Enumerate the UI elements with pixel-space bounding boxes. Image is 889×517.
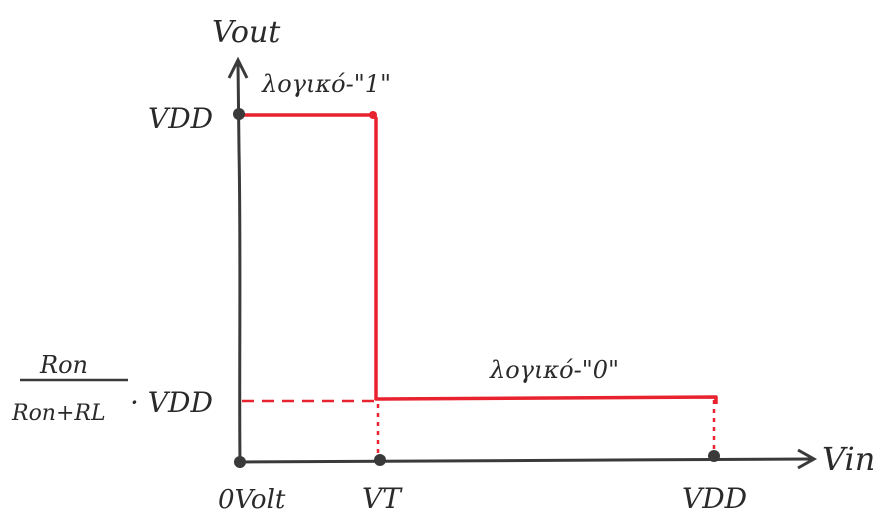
supply-tick-label: VDD <box>682 482 747 515</box>
y-axis-arrowhead <box>227 56 249 79</box>
low-level-label: Ron Ron+RL · VDD <box>11 351 213 426</box>
output-curve <box>241 113 718 404</box>
supply-point <box>708 450 720 462</box>
x-axis-label: Vin <box>822 440 875 478</box>
vdd-y-point <box>233 108 245 120</box>
logic-zero-annotation: λογικό-"0" <box>489 356 619 384</box>
guides <box>242 399 716 458</box>
y-axis-label: Vout <box>212 15 281 50</box>
logic-one-annotation: λογικό-"1" <box>261 70 391 98</box>
x-axis-line <box>239 457 813 464</box>
y-axis <box>227 56 249 463</box>
x-axis <box>239 448 818 470</box>
x-axis-arrowhead <box>797 448 818 470</box>
origin-point <box>234 456 246 468</box>
points <box>233 108 720 468</box>
fraction-numerator: Ron <box>39 351 88 379</box>
fraction-denominator: Ron+RL <box>11 401 106 426</box>
transfer-curve <box>241 111 718 404</box>
high-level-corner-marker <box>369 111 377 119</box>
threshold-point <box>374 454 386 466</box>
y-axis-line <box>236 61 242 463</box>
origin-tick-label: 0Volt <box>218 485 286 515</box>
threshold-tick-label: VT <box>362 482 403 515</box>
vdd-level-label: VDD <box>148 102 213 135</box>
fraction-suffix: · VDD <box>130 386 213 419</box>
